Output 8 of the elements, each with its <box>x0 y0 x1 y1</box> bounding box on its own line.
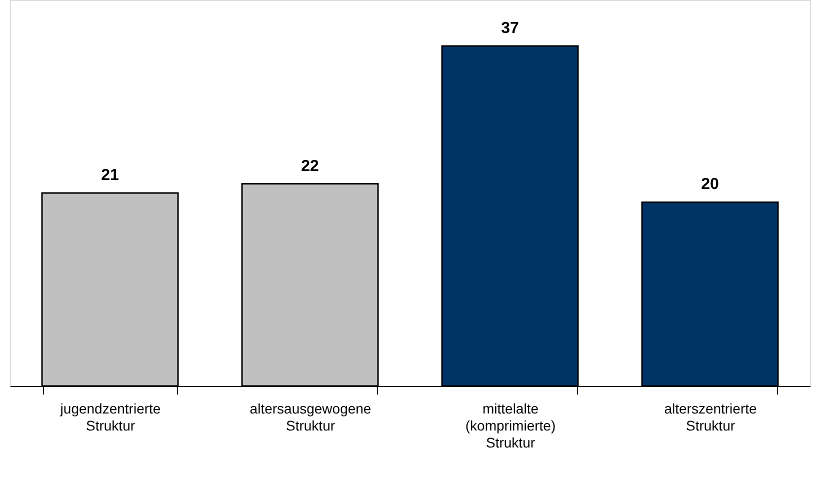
data-label: 22 <box>301 158 319 175</box>
x-tick-label: altersausgewogene Struktur <box>250 400 372 434</box>
data-label: 20 <box>701 176 719 194</box>
x-tick-label: jugendzentrierte Struktur <box>59 400 161 434</box>
data-label: 21 <box>101 167 119 184</box>
x-tick-label: alterszentrierte Struktur <box>664 400 758 434</box>
data-label: 37 <box>501 20 519 37</box>
x-tick-label: mittelalte (komprimierte) Struktur <box>465 400 556 450</box>
